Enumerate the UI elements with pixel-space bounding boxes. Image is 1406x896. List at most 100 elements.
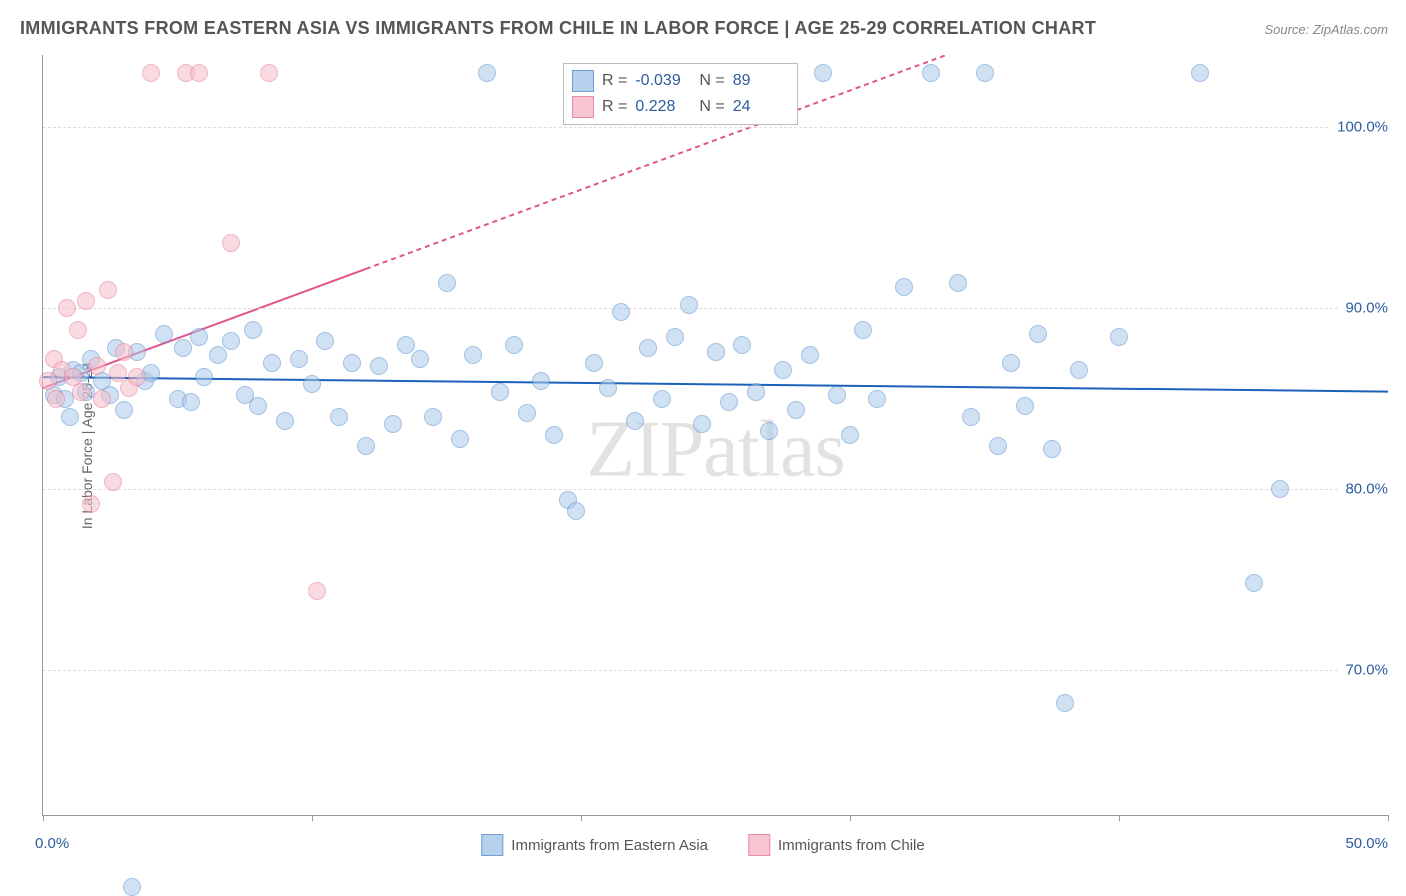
data-point bbox=[72, 383, 90, 401]
data-point bbox=[868, 390, 886, 408]
data-point bbox=[1056, 694, 1074, 712]
data-point bbox=[1043, 440, 1061, 458]
data-point bbox=[58, 299, 76, 317]
data-point bbox=[814, 64, 832, 82]
data-point bbox=[989, 437, 1007, 455]
swatch-series2 bbox=[748, 834, 770, 856]
data-point bbox=[1271, 480, 1289, 498]
data-point bbox=[174, 339, 192, 357]
data-point bbox=[962, 408, 980, 426]
y-tick-label: 90.0% bbox=[1339, 300, 1394, 317]
data-point bbox=[93, 390, 111, 408]
data-point bbox=[82, 495, 100, 513]
data-point bbox=[190, 328, 208, 346]
data-point bbox=[397, 336, 415, 354]
x-tick bbox=[312, 815, 313, 821]
data-point bbox=[438, 274, 456, 292]
swatch-series1 bbox=[481, 834, 503, 856]
data-point bbox=[922, 64, 940, 82]
data-point bbox=[190, 64, 208, 82]
data-point bbox=[626, 412, 644, 430]
n-value-series1: 89 bbox=[733, 72, 789, 90]
n-label: N = bbox=[699, 72, 724, 90]
data-point bbox=[263, 354, 281, 372]
data-point bbox=[653, 390, 671, 408]
data-point bbox=[357, 437, 375, 455]
trend-lines-svg bbox=[43, 55, 1388, 815]
data-point bbox=[639, 339, 657, 357]
y-tick-label: 100.0% bbox=[1331, 119, 1394, 136]
x-tick bbox=[850, 815, 851, 821]
data-point bbox=[760, 422, 778, 440]
data-point bbox=[1191, 64, 1209, 82]
data-point bbox=[976, 64, 994, 82]
data-point bbox=[260, 64, 278, 82]
data-point bbox=[142, 64, 160, 82]
legend-item-series1: Immigrants from Eastern Asia bbox=[481, 834, 708, 856]
data-point bbox=[585, 354, 603, 372]
data-point bbox=[316, 332, 334, 350]
data-point bbox=[308, 582, 326, 600]
data-point bbox=[115, 343, 133, 361]
stats-row-series2: R = 0.228 N = 24 bbox=[572, 94, 789, 120]
data-point bbox=[1070, 361, 1088, 379]
data-point bbox=[276, 412, 294, 430]
grid-line bbox=[43, 670, 1388, 671]
data-point bbox=[828, 386, 846, 404]
stats-row-series1: R = -0.039 N = 89 bbox=[572, 68, 789, 94]
data-point bbox=[303, 375, 321, 393]
data-point bbox=[69, 321, 87, 339]
data-point bbox=[774, 361, 792, 379]
data-point bbox=[451, 430, 469, 448]
data-point bbox=[505, 336, 523, 354]
data-point bbox=[128, 368, 146, 386]
data-point bbox=[77, 292, 95, 310]
data-point bbox=[464, 346, 482, 364]
data-point bbox=[693, 415, 711, 433]
data-point bbox=[491, 383, 509, 401]
data-point bbox=[343, 354, 361, 372]
n-value-series2: 24 bbox=[733, 98, 789, 116]
data-point bbox=[1016, 397, 1034, 415]
data-point bbox=[384, 415, 402, 433]
x-axis-min-label: 0.0% bbox=[35, 835, 69, 852]
data-point bbox=[290, 350, 308, 368]
data-point bbox=[599, 379, 617, 397]
data-point bbox=[1002, 354, 1020, 372]
data-point bbox=[666, 328, 684, 346]
data-point bbox=[244, 321, 262, 339]
data-point bbox=[707, 343, 725, 361]
data-point bbox=[209, 346, 227, 364]
y-tick-label: 80.0% bbox=[1339, 481, 1394, 498]
data-point bbox=[47, 390, 65, 408]
data-point bbox=[182, 393, 200, 411]
x-tick bbox=[581, 815, 582, 821]
plot-area: ZIPatlas R = -0.039 N = 89 R = 0.228 N =… bbox=[42, 55, 1388, 816]
r-label: R = bbox=[602, 72, 627, 90]
grid-line bbox=[43, 127, 1388, 128]
data-point bbox=[330, 408, 348, 426]
r-value-series1: -0.039 bbox=[635, 72, 691, 90]
x-tick bbox=[1119, 815, 1120, 821]
data-point bbox=[787, 401, 805, 419]
source-attribution: Source: ZipAtlas.com bbox=[1264, 22, 1388, 37]
data-point bbox=[612, 303, 630, 321]
r-value-series2: 0.228 bbox=[635, 98, 691, 116]
data-point bbox=[115, 401, 133, 419]
data-point bbox=[567, 502, 585, 520]
data-point bbox=[195, 368, 213, 386]
swatch-series2 bbox=[572, 96, 594, 118]
data-point bbox=[99, 281, 117, 299]
data-point bbox=[1110, 328, 1128, 346]
chart-title: IMMIGRANTS FROM EASTERN ASIA VS IMMIGRAN… bbox=[20, 18, 1096, 39]
data-point bbox=[720, 393, 738, 411]
data-point bbox=[1029, 325, 1047, 343]
stats-legend-box: R = -0.039 N = 89 R = 0.228 N = 24 bbox=[563, 63, 798, 125]
swatch-series1 bbox=[572, 70, 594, 92]
data-point bbox=[518, 404, 536, 422]
legend-label-series2: Immigrants from Chile bbox=[778, 837, 925, 854]
data-point bbox=[411, 350, 429, 368]
data-point bbox=[222, 234, 240, 252]
grid-line bbox=[43, 308, 1388, 309]
data-point bbox=[532, 372, 550, 390]
